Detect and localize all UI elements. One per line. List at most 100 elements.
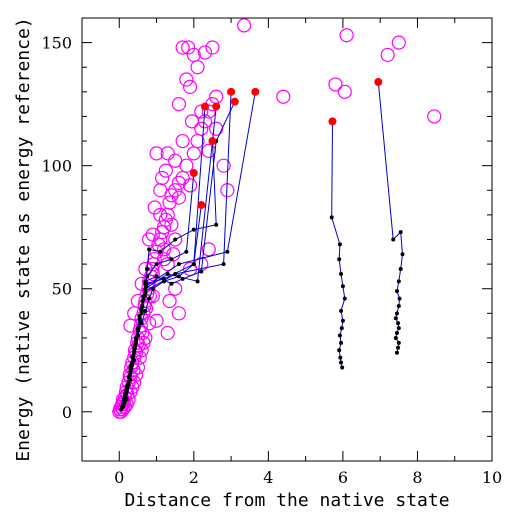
open-circle-point [153, 183, 168, 198]
trajectory-point [125, 385, 130, 390]
trajectory-point [339, 326, 344, 331]
trajectory-endpoint [208, 137, 217, 146]
open-circle-point [162, 195, 177, 210]
open-circle-point [194, 121, 209, 136]
trajectory-point [165, 271, 170, 276]
trajectory-point [397, 296, 402, 301]
x-tick-label: 2 [189, 468, 199, 487]
open-circle-point [123, 384, 138, 400]
x-tick-label: 4 [263, 468, 273, 487]
trajectory-point [396, 321, 401, 326]
trajectory-point [176, 274, 181, 279]
trajectory-point [394, 331, 399, 336]
open-circle-point [138, 261, 153, 277]
trajectory-point [337, 242, 342, 247]
trajectory-point [150, 286, 155, 291]
trajectory-endpoint [227, 87, 236, 96]
open-circle-point [201, 242, 216, 257]
trajectory-point [225, 249, 230, 254]
open-circle-point [339, 28, 354, 43]
trajectory-point [136, 326, 141, 331]
open-circle-point [134, 276, 149, 291]
open-circle-point [237, 18, 252, 33]
open-circle-point [156, 242, 172, 257]
open-circle-point [168, 183, 183, 198]
open-circle-point [171, 97, 187, 112]
open-circle-point [175, 40, 190, 55]
open-circle-point [141, 316, 157, 331]
trajectory-point [124, 397, 129, 402]
trajectory-point [394, 289, 399, 294]
open-circle-point [391, 35, 406, 50]
trajectory-point [145, 274, 150, 279]
trajectory-point [337, 348, 342, 353]
open-circle-point [216, 158, 231, 173]
open-circle-point [175, 133, 190, 149]
open-circle-point [171, 306, 187, 321]
open-circle-point [276, 89, 291, 104]
trajectory-points [119, 139, 405, 412]
open-circle-point [138, 330, 153, 346]
open-circle-point [182, 79, 198, 95]
trajectory-point [176, 262, 181, 267]
trajectory-point [337, 333, 342, 338]
trajectory-point [393, 335, 398, 340]
trajectory-endpoint [189, 169, 198, 178]
trajectory-point [396, 279, 401, 284]
y-tick-label: 150 [41, 34, 72, 53]
trajectory-point [126, 375, 131, 380]
open-circle-point [328, 77, 343, 92]
trajectory-point [342, 296, 347, 301]
trajectory-point [396, 345, 401, 350]
x-tick-label: 10 [482, 468, 502, 487]
open-circle-point [166, 247, 181, 262]
trajectory-point [147, 247, 152, 252]
trajectory-point [154, 274, 159, 279]
trajectory-point [169, 281, 174, 286]
trajectory-point [140, 303, 145, 308]
trajectory-point [337, 257, 342, 262]
trajectory-point [339, 340, 344, 345]
trajectory-point [396, 326, 401, 331]
trajectory-endpoint [201, 102, 209, 111]
open-circle-point [168, 153, 183, 168]
trajectory-point [137, 316, 142, 321]
trajectory-point [132, 345, 137, 350]
open-circle-point [145, 266, 160, 282]
open-circle-point [337, 84, 352, 99]
open-circle-point [171, 175, 187, 190]
trajectory-point [142, 294, 147, 299]
open-circle-point [197, 45, 213, 60]
trajectory-point [129, 365, 134, 370]
trajectory-endpoints [189, 77, 383, 210]
trajectory-point [122, 392, 127, 397]
trajectory-point [400, 252, 405, 257]
trajectory-point [340, 365, 345, 370]
trajectory-point [173, 237, 178, 242]
trajectory-point [145, 267, 150, 272]
open-circle-point [155, 170, 170, 186]
trajectory-point [393, 316, 398, 321]
trajectory-point [398, 230, 403, 235]
open-circle-point [184, 114, 200, 129]
open-circle-point [205, 40, 220, 55]
trajectory-point [143, 289, 148, 294]
x-tick-label: 6 [338, 468, 348, 487]
open-circle-point [186, 146, 201, 161]
trajectory-point [184, 249, 189, 254]
open-circle-point [179, 72, 194, 87]
trajectory-point [221, 262, 226, 267]
trajectory-point [340, 284, 345, 289]
trajectory-endpoint [212, 102, 221, 111]
trajectory-point [144, 284, 149, 289]
open-circle-point [141, 232, 157, 247]
trajectory-point [329, 215, 334, 220]
trajectory-endpoint [230, 97, 239, 106]
open-circle-point [149, 313, 164, 328]
trajectory-point [139, 321, 144, 326]
trajectory-line [377, 81, 404, 353]
trajectory-point [391, 237, 396, 242]
trajectory-point [180, 276, 185, 281]
